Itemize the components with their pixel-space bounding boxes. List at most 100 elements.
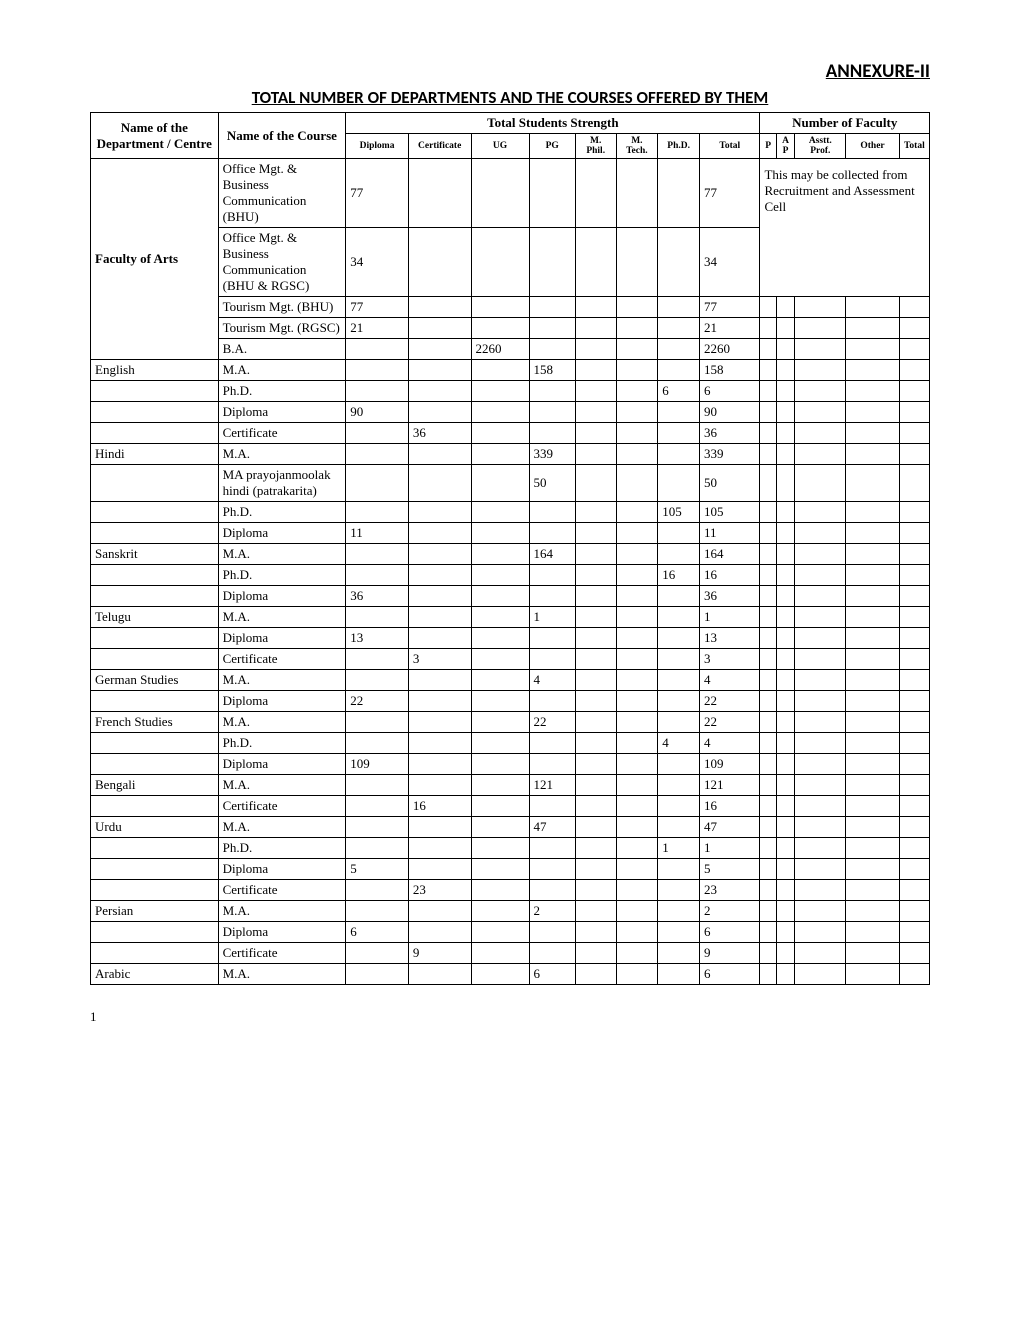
cell-course: M.A. bbox=[218, 360, 346, 381]
cell-diploma bbox=[346, 444, 409, 465]
cell-ug bbox=[471, 159, 529, 228]
annexure-heading: ANNEXURE-II bbox=[90, 60, 930, 83]
cell-phd bbox=[658, 465, 700, 502]
cell-diploma: 34 bbox=[346, 228, 409, 297]
cell-ap bbox=[776, 444, 795, 465]
cell-pg: 22 bbox=[529, 712, 575, 733]
cell-pg bbox=[529, 159, 575, 228]
cell-ug bbox=[471, 796, 529, 817]
cell-mtech bbox=[616, 838, 658, 859]
cell-mtech bbox=[616, 159, 658, 228]
cell-ap bbox=[776, 628, 795, 649]
cell-mtech bbox=[616, 318, 658, 339]
cell-course: M.A. bbox=[218, 544, 346, 565]
table-row: SanskritM.A.164164 bbox=[91, 544, 930, 565]
cell-asst bbox=[795, 607, 846, 628]
cell-ap bbox=[776, 880, 795, 901]
cell-mphil bbox=[575, 297, 616, 318]
cell-tot bbox=[899, 901, 929, 922]
cell-pg bbox=[529, 880, 575, 901]
cell-p bbox=[760, 754, 776, 775]
table-row: UrduM.A.4747 bbox=[91, 817, 930, 838]
cell-pg bbox=[529, 691, 575, 712]
cell-other bbox=[846, 465, 899, 502]
cell-pg: 4 bbox=[529, 670, 575, 691]
cell-pg bbox=[529, 502, 575, 523]
cell-ap bbox=[776, 817, 795, 838]
cell-pg bbox=[529, 523, 575, 544]
cell-mphil bbox=[575, 817, 616, 838]
cell-pg: 164 bbox=[529, 544, 575, 565]
cell-cert: 36 bbox=[408, 423, 471, 444]
cell-course: Ph.D. bbox=[218, 381, 346, 402]
cell-cert bbox=[408, 712, 471, 733]
cell-mtech bbox=[616, 880, 658, 901]
hdr-students-group: Total Students Strength bbox=[346, 113, 760, 134]
cell-other bbox=[846, 775, 899, 796]
cell-mphil bbox=[575, 423, 616, 444]
cell-mtech bbox=[616, 565, 658, 586]
table-row: Certificate2323 bbox=[91, 880, 930, 901]
cell-asst bbox=[795, 565, 846, 586]
cell-diploma bbox=[346, 901, 409, 922]
cell-phd: 105 bbox=[658, 502, 700, 523]
cell-ug bbox=[471, 859, 529, 880]
cell-asst bbox=[795, 817, 846, 838]
cell-dept bbox=[91, 649, 219, 670]
cell-p bbox=[760, 360, 776, 381]
cell-mphil bbox=[575, 502, 616, 523]
cell-ap bbox=[776, 297, 795, 318]
cell-diploma bbox=[346, 339, 409, 360]
cell-mphil bbox=[575, 607, 616, 628]
cell-dept: Hindi bbox=[91, 444, 219, 465]
cell-cert bbox=[408, 339, 471, 360]
cell-diploma: 77 bbox=[346, 159, 409, 228]
cell-phd: 1 bbox=[658, 838, 700, 859]
cell-ap bbox=[776, 565, 795, 586]
hdr-pg: PG bbox=[529, 134, 575, 159]
cell-total: 3 bbox=[700, 649, 760, 670]
cell-tot bbox=[899, 565, 929, 586]
cell-diploma bbox=[346, 423, 409, 444]
cell-total: 23 bbox=[700, 880, 760, 901]
cell-cert: 16 bbox=[408, 796, 471, 817]
cell-ug bbox=[471, 964, 529, 985]
cell-diploma bbox=[346, 943, 409, 964]
cell-ap bbox=[776, 670, 795, 691]
cell-asst bbox=[795, 733, 846, 754]
hdr-course: Name of the Course bbox=[218, 113, 346, 159]
cell-total: 5 bbox=[700, 859, 760, 880]
cell-pg: 339 bbox=[529, 444, 575, 465]
cell-mphil bbox=[575, 159, 616, 228]
cell-tot bbox=[899, 775, 929, 796]
cell-total: 6 bbox=[700, 964, 760, 985]
cell-ap bbox=[776, 775, 795, 796]
cell-dept: Faculty of Arts bbox=[91, 159, 219, 360]
cell-p bbox=[760, 733, 776, 754]
cell-pg: 158 bbox=[529, 360, 575, 381]
cell-tot bbox=[899, 465, 929, 502]
cell-tot bbox=[899, 523, 929, 544]
cell-ug bbox=[471, 943, 529, 964]
cell-p bbox=[760, 817, 776, 838]
cell-total: 77 bbox=[700, 159, 760, 228]
cell-ap bbox=[776, 712, 795, 733]
cell-ug bbox=[471, 754, 529, 775]
cell-other bbox=[846, 444, 899, 465]
cell-diploma: 5 bbox=[346, 859, 409, 880]
cell-phd bbox=[658, 523, 700, 544]
cell-ug bbox=[471, 733, 529, 754]
cell-pg bbox=[529, 628, 575, 649]
cell-course: M.A. bbox=[218, 607, 346, 628]
cell-phd: 16 bbox=[658, 565, 700, 586]
cell-mphil bbox=[575, 228, 616, 297]
cell-pg bbox=[529, 228, 575, 297]
table-row: Diploma2222 bbox=[91, 691, 930, 712]
cell-ap bbox=[776, 423, 795, 444]
cell-p bbox=[760, 796, 776, 817]
cell-cert bbox=[408, 502, 471, 523]
cell-total: 36 bbox=[700, 586, 760, 607]
cell-ug bbox=[471, 712, 529, 733]
page-title: TOTAL NUMBER OF DEPARTMENTS AND THE COUR… bbox=[90, 87, 930, 108]
cell-cert bbox=[408, 360, 471, 381]
